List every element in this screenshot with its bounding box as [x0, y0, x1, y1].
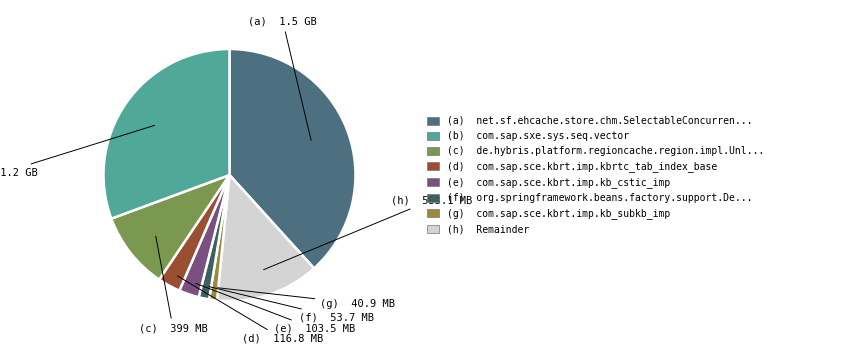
Text: (g)  40.9 MB: (g) 40.9 MB	[218, 288, 395, 308]
Wedge shape	[199, 175, 230, 299]
Wedge shape	[230, 49, 355, 268]
Text: (f)  53.7 MB: (f) 53.7 MB	[209, 287, 374, 322]
Text: (h)  533.1 MB: (h) 533.1 MB	[264, 195, 472, 270]
Wedge shape	[209, 175, 230, 300]
Wedge shape	[111, 175, 230, 280]
Wedge shape	[179, 175, 230, 297]
Wedge shape	[159, 175, 230, 290]
Text: (c)  399 MB: (c) 399 MB	[139, 236, 207, 334]
Text: (d)  116.8 MB: (d) 116.8 MB	[178, 276, 323, 344]
Text: (e)  103.5 MB: (e) 103.5 MB	[196, 284, 354, 334]
Text: (a)  1.5 GB: (a) 1.5 GB	[248, 16, 317, 141]
Text: (b)  1.2 GB: (b) 1.2 GB	[0, 125, 155, 177]
Legend: (a)  net.sf.ehcache.store.chm.SelectableConcurren..., (b)  com.sap.sxe.sys.seq.v: (a) net.sf.ehcache.store.chm.SelectableC…	[423, 112, 768, 238]
Wedge shape	[104, 49, 230, 219]
Wedge shape	[217, 175, 314, 301]
